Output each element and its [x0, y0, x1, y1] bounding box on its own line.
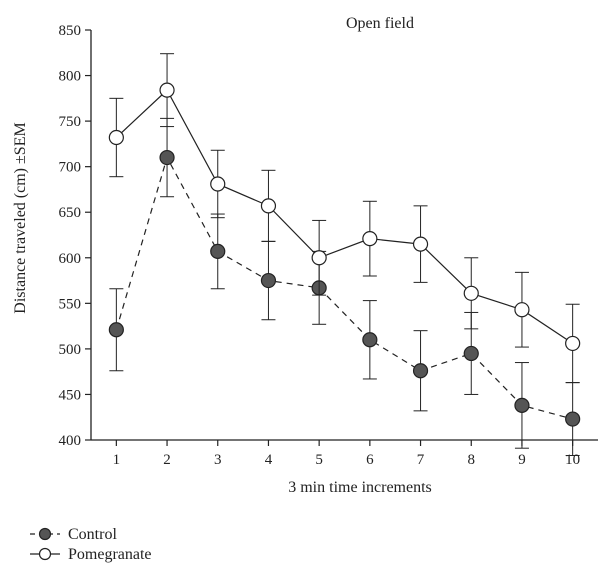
control-point	[260, 272, 277, 289]
y-tick-label: 550	[59, 296, 82, 312]
legend-pomegranate-label: Pomegranate	[68, 546, 152, 563]
pomegranate-point	[311, 250, 327, 266]
control-point	[412, 363, 429, 379]
pomegranate-point	[565, 335, 581, 352]
control-point	[362, 332, 378, 348]
legend-control-marker	[38, 527, 52, 541]
series-layer	[108, 53, 581, 456]
y-tick-label: 850	[59, 23, 82, 39]
x-tick-label: 10	[565, 452, 580, 468]
pomegranate-point	[514, 302, 530, 318]
x-tick-label: 9	[518, 452, 526, 468]
x-tick-label: 8	[468, 452, 476, 468]
y-tick-label: 800	[59, 69, 82, 85]
y-tick-label: 600	[59, 251, 82, 267]
control-point	[463, 345, 479, 362]
control-point	[108, 322, 124, 338]
y-tick-label: 650	[59, 205, 82, 221]
y-tick-label: 400	[59, 433, 82, 449]
y-tick-label: 750	[59, 114, 82, 130]
control-point	[210, 243, 226, 259]
control-point	[514, 397, 530, 413]
pomegranate-point	[362, 231, 378, 247]
x-tick-label: 2	[163, 452, 171, 468]
control-line	[115, 155, 573, 420]
pomegranate-point	[463, 285, 479, 301]
pomegranate-line	[115, 89, 573, 344]
y-tick-label: 700	[59, 160, 82, 176]
x-tick-label: 1	[113, 452, 121, 468]
x-axis-label: 3 min time increments	[288, 479, 432, 496]
axes	[90, 30, 598, 441]
pomegranate-point	[260, 198, 277, 214]
pomegranate-point	[108, 129, 124, 146]
control-point	[159, 149, 175, 166]
y-tick-label: 450	[59, 387, 82, 403]
legend-control-label: Control	[68, 526, 117, 543]
x-tick-label: 7	[417, 452, 425, 468]
control-point	[565, 411, 581, 427]
legend: Control Pomegranate	[30, 526, 152, 563]
x-tick-label: 5	[315, 452, 323, 468]
x-axis-ticks: 1 2 3 4 5 6 7 8 9 10	[113, 440, 580, 468]
pomegranate-series	[108, 53, 581, 384]
control-series	[108, 117, 581, 456]
y-tick-label: 500	[59, 342, 82, 358]
pomegranate-point	[159, 82, 175, 98]
x-tick-label: 6	[366, 452, 374, 468]
chart-title: Open field	[346, 15, 414, 32]
pomegranate-point	[210, 176, 226, 192]
x-tick-label: 4	[265, 452, 273, 468]
legend-pomegranate-marker	[38, 547, 52, 561]
pomegranate-point	[412, 236, 429, 252]
y-axis-ticks: 400 450 500 550 600 650 700 750 800 850	[59, 23, 91, 449]
x-tick-label: 3	[214, 452, 222, 468]
y-axis-label: Distance traveled (cm) ±SEM	[12, 122, 29, 313]
